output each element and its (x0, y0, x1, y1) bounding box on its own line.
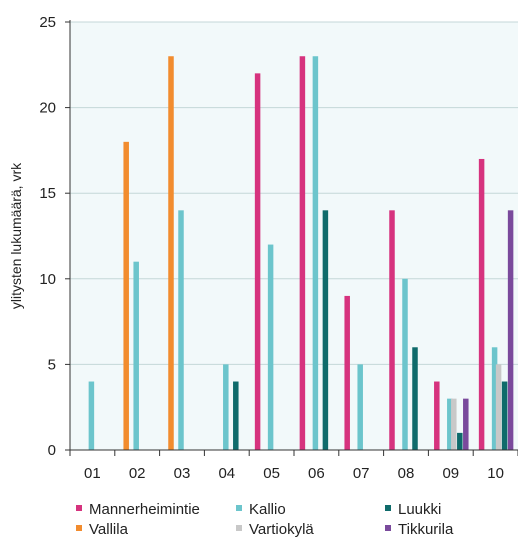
legend-swatch (236, 505, 242, 511)
x-tick-label: 06 (308, 465, 325, 482)
bar-mannerheimintie (299, 56, 306, 451)
bar-kallio (88, 381, 95, 450)
bar-kallio (447, 398, 453, 450)
bar-tikkurila (507, 210, 514, 450)
y-tick-label: 10 (39, 271, 56, 288)
axes (65, 20, 518, 456)
legend-label: Mannerheimintie (89, 501, 200, 518)
y-axis-label: ylitysten lukumäärä, vrk (8, 162, 24, 309)
plot-background (70, 22, 518, 450)
legend-label: Tikkurila (398, 521, 454, 538)
bar-kallio (357, 364, 363, 450)
x-tick-label: 01 (84, 465, 101, 482)
x-tick-label: 03 (174, 465, 191, 482)
x-tick-label: 04 (218, 465, 235, 482)
legend-swatch (76, 525, 82, 531)
y-tick-label: 15 (39, 185, 56, 202)
y-tick-labels: 0 5 10 15 20 25 (39, 14, 56, 459)
bar-mannerheimintie (344, 295, 350, 450)
bar-luukki (501, 381, 508, 450)
bar-kallio (133, 261, 139, 450)
bar-mannerheimintie (389, 210, 395, 450)
legend-label: Vartiokylä (249, 521, 314, 538)
bar-mannerheimintie (478, 158, 485, 450)
gridlines (70, 21, 518, 365)
legend-swatch (76, 505, 82, 511)
bar-vartiokylä (495, 364, 502, 450)
legend-label: Kallio (249, 501, 286, 518)
bar-mannerheimintie (254, 73, 261, 451)
y-tick-label: 0 (48, 442, 56, 459)
bar-kallio (178, 210, 184, 450)
x-tick-label: 10 (487, 465, 504, 482)
legend-swatch (385, 505, 391, 511)
bar-kallio (223, 364, 229, 450)
legend-swatch (385, 525, 391, 531)
bar-mannerheimintie (434, 381, 440, 450)
bar-kallio (491, 347, 498, 450)
bar-tikkurila (463, 398, 469, 450)
y-tick-label: 5 (48, 356, 56, 373)
x-tick-label: 05 (263, 465, 280, 482)
bar-vallila (168, 56, 174, 451)
bar-kallio (402, 278, 408, 450)
x-tick-label: 07 (353, 465, 370, 482)
legend-swatch (236, 525, 242, 531)
bar-kallio (267, 244, 274, 450)
y-tick-label: 20 (39, 100, 56, 117)
x-tick-labels: 01 02 03 04 05 06 07 08 09 10 (84, 465, 504, 482)
x-tick-label: 02 (129, 465, 146, 482)
legend-label: Luukki (398, 501, 441, 518)
bar-vartiokylä (451, 398, 457, 450)
bar-luukki (412, 347, 418, 450)
legend: Mannerheimintie Kallio Luukki Vallila Vartio… (76, 501, 454, 538)
bars (88, 56, 514, 451)
bar-kallio (312, 56, 319, 451)
bar-luukki (457, 432, 463, 450)
y-tick-label: 25 (39, 14, 56, 31)
legend-label: Vallila (89, 521, 129, 538)
bar-luukki (322, 210, 329, 450)
bar-luukki (233, 381, 239, 450)
bar-vallila (123, 141, 129, 450)
x-tick-label: 09 (442, 465, 459, 482)
x-tick-label: 08 (398, 465, 415, 482)
